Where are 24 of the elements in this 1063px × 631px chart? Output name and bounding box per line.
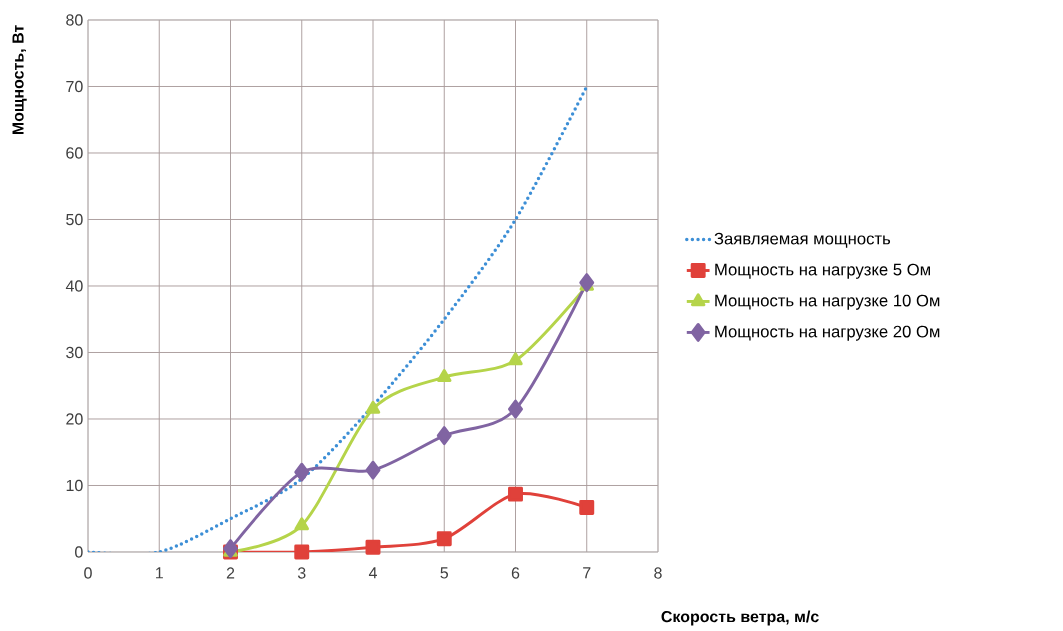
y-tick-label: 50 bbox=[66, 213, 83, 226]
x-tick-label: 2 bbox=[226, 567, 235, 579]
x-tick-label: 6 bbox=[511, 567, 520, 579]
y-tick-label: 0 bbox=[75, 546, 83, 558]
y-tick-label: 40 bbox=[65, 280, 83, 292]
legend-label: Заявляемая мощность bbox=[714, 232, 891, 248]
x-tick-label: 4 bbox=[368, 567, 377, 579]
y-tick-label: 60 bbox=[66, 147, 83, 159]
y-tick-label: 30 bbox=[66, 346, 83, 359]
x-tick-label: 8 bbox=[654, 567, 662, 579]
legend-label: Мощность на нагрузке 10 Ом bbox=[715, 294, 940, 310]
y-tick-label: 10 bbox=[66, 479, 83, 492]
y-axis-title: Мощность, Вт bbox=[12, 25, 27, 135]
y-tick-label: 80 bbox=[66, 14, 83, 26]
x-tick-label: 0 bbox=[84, 567, 92, 579]
x-axis-title: Скорость ветра, м/с bbox=[661, 610, 819, 626]
x-tick-label: 7 bbox=[583, 567, 591, 579]
x-tick-label: 3 bbox=[297, 567, 306, 579]
y-tick-label: 70 bbox=[66, 80, 83, 93]
y-tick-label: 20 bbox=[66, 413, 83, 425]
x-tick-label: 1 bbox=[156, 567, 163, 579]
x-tick-label: 5 bbox=[440, 567, 449, 579]
legend-label: Мощность на нагрузке 20 Ом bbox=[715, 325, 940, 341]
legend-label: Мощность на нагрузке 5 Ом bbox=[715, 263, 930, 279]
